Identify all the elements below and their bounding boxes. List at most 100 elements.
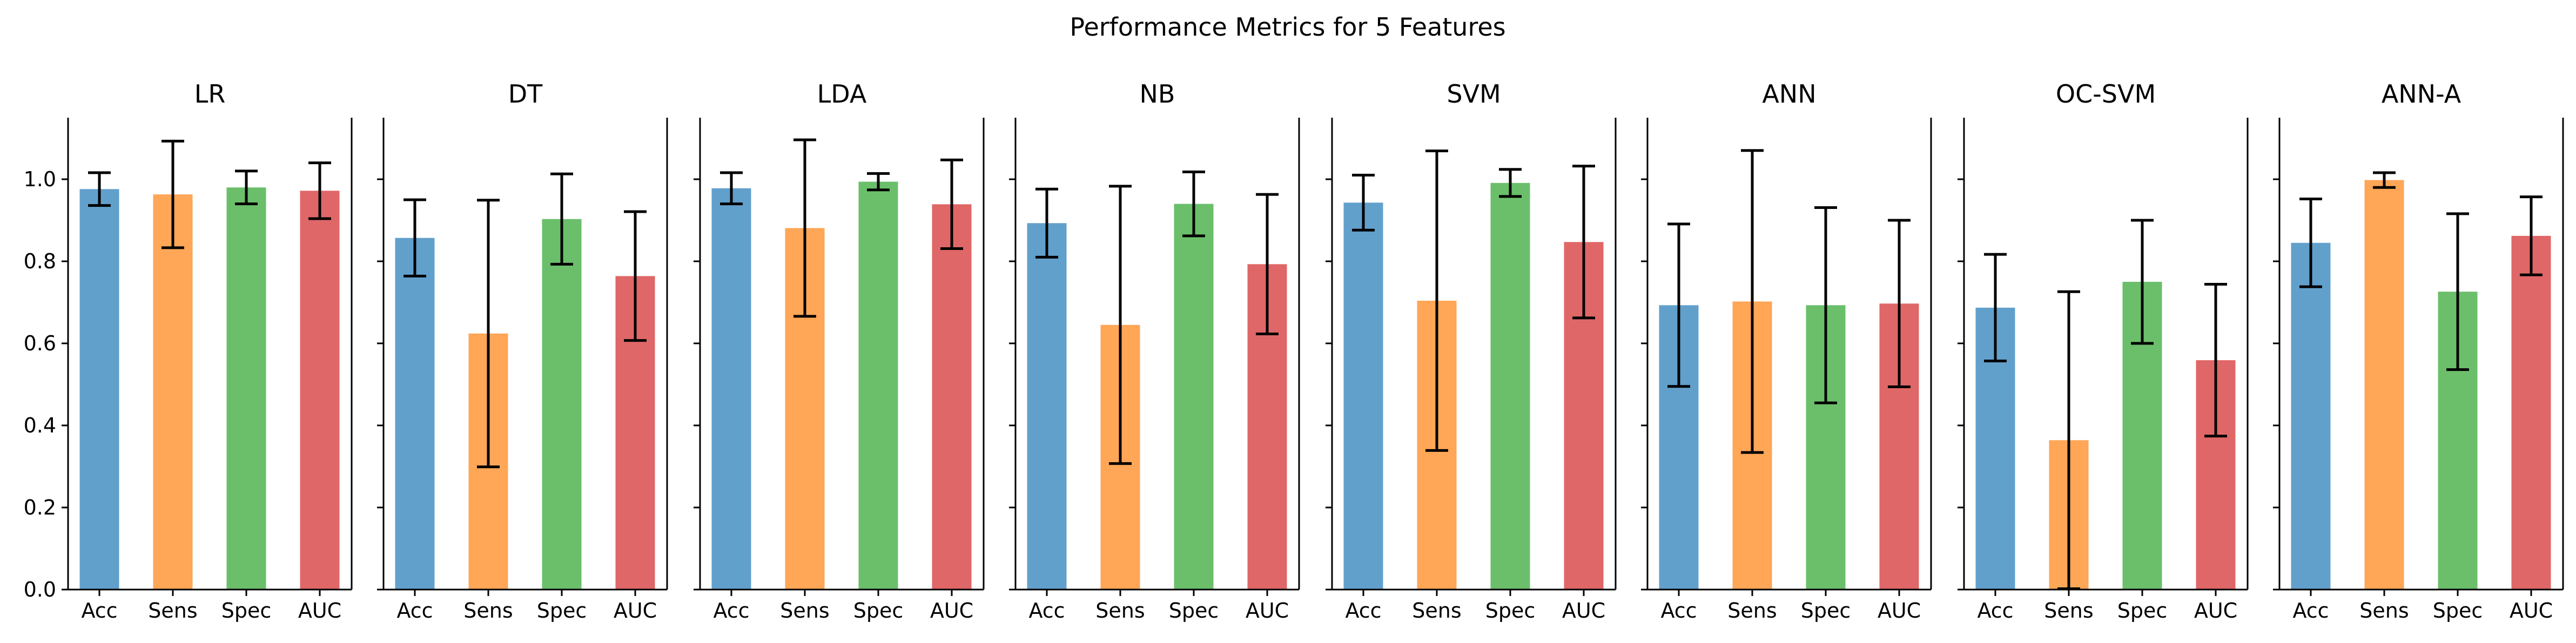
y-tick-label: 0.8 (24, 249, 56, 273)
x-tick-label: Acc (396, 599, 433, 622)
y-tick-label: 0.2 (24, 496, 56, 519)
panel-title: NB (1140, 79, 1175, 109)
error-bar (1425, 150, 1448, 452)
bar-sens (2364, 180, 2404, 590)
x-tick-label: Acc (713, 599, 749, 622)
bar-acc (79, 189, 119, 590)
error-bar (2057, 290, 2080, 590)
bar-acc (1343, 202, 1383, 590)
x-tick-label: AUC (1878, 599, 1921, 622)
error-bar (2204, 283, 2227, 438)
error-bar (2446, 212, 2469, 371)
error-bar (867, 172, 890, 192)
error-bar (624, 210, 647, 342)
panel-title: SVM (1447, 79, 1501, 109)
x-tick-label: Spec (853, 599, 904, 622)
error-bar (1984, 253, 2007, 363)
bar-spec (1490, 182, 1530, 590)
x-tick-label: Spec (1485, 599, 1536, 622)
error-bar (162, 139, 184, 249)
bar-spec (1174, 204, 1214, 590)
x-tick-label: AUC (1562, 599, 1605, 622)
panel-ann-a: ANN-A Acc Sens Spec AUC (2273, 79, 2564, 622)
error-bar (1814, 206, 1837, 404)
x-tick-label: Sens (780, 599, 829, 622)
y-tick-label: 0.0 (24, 578, 56, 601)
x-tick-label: Sens (2044, 599, 2093, 622)
bar-spec (542, 219, 582, 590)
x-tick-label: Acc (1660, 599, 1697, 622)
error-bar (235, 170, 258, 206)
panel-nb: NB Acc Sens Spec AUC (1009, 79, 1300, 622)
x-tick-label: Spec (1169, 599, 1219, 622)
bar-acc (1027, 223, 1067, 590)
panel-lr: LR Acc Sens Spec AUC 0.0 0.2 0.4 0.6 0.8 1.0 (24, 79, 353, 622)
panel-title: DT (508, 79, 543, 109)
error-bar (1352, 173, 1375, 232)
panel-lda: LDA Acc Sens Spec AUC (694, 79, 985, 622)
bar-acc (711, 188, 751, 590)
x-tick-label: AUC (614, 599, 657, 622)
panel-dt: DT Acc Sens Spec AUC (377, 79, 668, 622)
bar-auc (932, 204, 972, 590)
y-tick-label: 1.0 (24, 167, 56, 191)
panel-title: ANN-A (2382, 79, 2461, 109)
x-tick-label: Acc (2292, 599, 2329, 622)
error-bar (720, 171, 743, 206)
x-tick-label: Acc (1977, 599, 2013, 622)
bar-acc (395, 238, 435, 590)
bar-acc (2291, 242, 2331, 590)
panel-title: LDA (817, 79, 867, 109)
x-tick-label: Acc (81, 599, 117, 622)
bar-auc (2511, 235, 2551, 590)
error-bar (2299, 197, 2322, 288)
error-bar (477, 199, 500, 469)
x-tick-label: Sens (1095, 599, 1145, 622)
error-bar (308, 161, 331, 220)
bar-spec (858, 181, 898, 590)
bar-auc (300, 191, 340, 590)
panel-oc-svm: OC-SVM Acc Sens Spec AUC (1958, 79, 2249, 622)
x-tick-label: Sens (463, 599, 513, 622)
error-bar (1256, 193, 1279, 336)
x-tick-label: Sens (1412, 599, 1461, 622)
bar-sens (153, 194, 193, 590)
x-tick-label: AUC (1246, 599, 1289, 622)
error-bar (1572, 165, 1595, 320)
panel-title: LR (194, 79, 226, 109)
error-bar (1741, 149, 1764, 454)
error-bar (1035, 187, 1058, 259)
panel-title: OC-SVM (2056, 79, 2156, 109)
x-tick-label: AUC (2510, 599, 2553, 622)
x-tick-label: Spec (2433, 599, 2483, 622)
error-bar (403, 198, 426, 277)
error-bar (793, 138, 816, 318)
error-bar (1109, 185, 1132, 465)
bar-spec (226, 187, 266, 590)
panel-ann: ANN Acc Sens Spec AUC (1641, 79, 1932, 622)
error-bar (550, 172, 573, 266)
error-bar (2520, 195, 2543, 276)
x-tick-label: Spec (1801, 599, 1851, 622)
x-tick-label: Sens (2359, 599, 2409, 622)
panel-title: ANN (1762, 79, 1816, 109)
panel-svm: SVM Acc Sens Spec AUC (1326, 79, 1617, 622)
error-bar (1499, 168, 1522, 198)
x-tick-label: AUC (930, 599, 973, 622)
x-tick-label: AUC (2194, 599, 2237, 622)
x-tick-label: Spec (2117, 599, 2168, 622)
y-tick-label: 0.6 (24, 331, 56, 355)
error-bar (2373, 171, 2396, 189)
y-tick-label: 0.4 (24, 414, 56, 437)
error-bar (940, 158, 963, 250)
error-bar (2131, 219, 2154, 345)
x-tick-label: Sens (148, 599, 197, 622)
error-bar (1667, 222, 1690, 388)
chart-title: Performance Metrics for 5 Features (1070, 12, 1505, 42)
x-tick-label: Spec (537, 599, 587, 622)
x-tick-label: Acc (1345, 599, 1381, 622)
error-bar (88, 171, 111, 207)
error-bar (1888, 219, 1911, 389)
